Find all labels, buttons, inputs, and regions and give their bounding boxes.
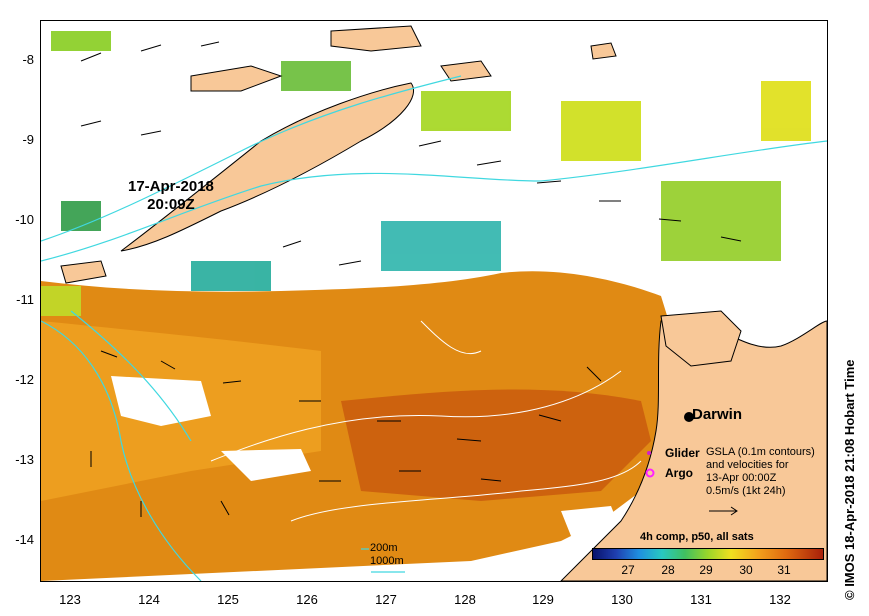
sst-scatter-north bbox=[41, 31, 811, 316]
isobath-label-200: 200m bbox=[370, 542, 398, 554]
lon-tick: 125 bbox=[217, 592, 239, 607]
lat-tick: -11 bbox=[16, 292, 34, 307]
isobath-legend: 200m 1000m bbox=[370, 542, 404, 568]
lon-tick: 124 bbox=[138, 592, 160, 607]
isobaths bbox=[41, 75, 827, 581]
timor-island bbox=[120, 82, 414, 252]
colorbar-tick: 30 bbox=[739, 563, 753, 577]
lon-tick: 131 bbox=[690, 592, 712, 607]
argo-label: Argo bbox=[665, 466, 693, 480]
island-north-1 bbox=[190, 65, 283, 92]
lat-tick: -8 bbox=[22, 52, 34, 67]
island-north-3 bbox=[440, 60, 492, 82]
darwin-marker bbox=[684, 412, 694, 422]
gsla-note-line: 0.5m/s (1kt 24h) bbox=[706, 485, 786, 497]
gsla-contours bbox=[210, 320, 642, 522]
glider-marker bbox=[647, 451, 651, 455]
melville-island bbox=[660, 310, 742, 367]
lon-tick: 130 bbox=[611, 592, 633, 607]
argo-marker bbox=[645, 468, 655, 478]
darwin-label: Darwin bbox=[692, 406, 743, 423]
island-west bbox=[60, 260, 107, 284]
scale-arrow bbox=[709, 506, 738, 516]
image-time: 20:09Z bbox=[147, 196, 195, 213]
lon-tick: 127 bbox=[375, 592, 397, 607]
gsla-note: GSLA (0.1m contours) and velocities for … bbox=[706, 446, 815, 498]
lat-tick: -12 bbox=[15, 372, 34, 387]
lat-tick: -13 bbox=[15, 452, 34, 467]
island-north-2 bbox=[330, 25, 422, 52]
colorbar-tick: 29 bbox=[699, 563, 713, 577]
colorbar-title: 4h comp, p50, all sats bbox=[640, 531, 754, 543]
map-canvas bbox=[41, 25, 827, 581]
gsla-note-line: GSLA (0.1m contours) bbox=[706, 446, 815, 458]
image-datetime: 17-Apr-2018 20:09Z bbox=[128, 178, 214, 214]
lat-tick: -9 bbox=[22, 132, 34, 147]
cloud-gap bbox=[561, 506, 621, 536]
island-north-4 bbox=[590, 42, 617, 60]
colorbar-tick: 28 bbox=[661, 563, 675, 577]
lon-tick: 126 bbox=[296, 592, 318, 607]
lon-tick: 132 bbox=[769, 592, 791, 607]
lon-tick: 129 bbox=[532, 592, 554, 607]
lon-tick: 123 bbox=[59, 592, 81, 607]
copyright-text: © IMOS 18-Apr-2018 21:08 Hobart Time bbox=[842, 359, 857, 600]
sst-hot-core bbox=[341, 389, 651, 501]
sst-colorbar bbox=[592, 548, 824, 560]
lon-tick: 128 bbox=[454, 592, 476, 607]
lat-tick: -10 bbox=[15, 212, 34, 227]
velocity-arrows bbox=[80, 41, 742, 517]
lat-tick: -14 bbox=[15, 532, 34, 547]
cloud-gap bbox=[111, 376, 211, 426]
colorbar-tick: 27 bbox=[621, 563, 635, 577]
gsla-note-line: 13-Apr 00:00Z bbox=[706, 472, 777, 484]
cloud-gap bbox=[221, 449, 311, 481]
image-date: 17-Apr-2018 bbox=[128, 178, 214, 195]
map-panel bbox=[40, 20, 828, 582]
isobath-label-1000: 1000m bbox=[370, 555, 404, 567]
colorbar-tick: 31 bbox=[777, 563, 791, 577]
gsla-note-line: and velocities for bbox=[706, 459, 789, 471]
glider-label: Glider bbox=[665, 446, 700, 460]
